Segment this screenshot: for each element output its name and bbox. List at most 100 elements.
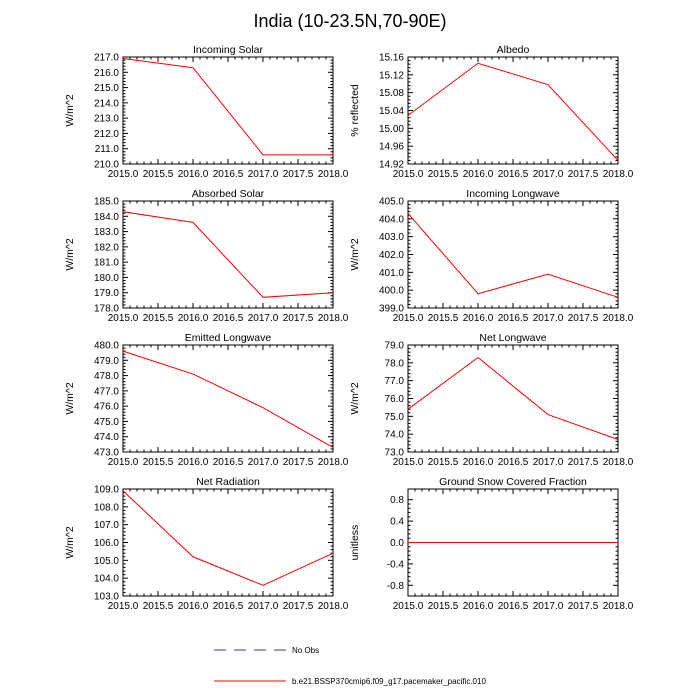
panel-6-ytick-label: 78.0 [385,358,405,369]
panel-7-xtick-label: 2017.5 [283,601,314,612]
panel-4-ytick-label: 405.0 [379,197,404,208]
panel-8-ytick-label: -0.4 [387,559,405,570]
panel-4-series-line [407,213,619,298]
panel-6-series-line [407,356,619,440]
figure-title: India (10-23.5N,70-90E) [253,11,446,31]
panel-2-ytick-label: 15.08 [379,88,404,99]
panel-4-ylabel: W/m^2 [349,238,361,271]
panel-4-xtick-label: 2016.5 [498,313,529,324]
panel-6-xtick-label: 2017.0 [533,457,564,468]
panel-2-series-line [407,62,619,161]
legend-model-label: b.e21.BSSP370cmip6.f09_g17.pacemaker_pac… [292,677,486,686]
panel-4-ytick-label: 402.0 [379,250,404,261]
panel-7-ytick-label: 107.0 [94,520,119,531]
panel-8-title: Ground Snow Covered Fraction [439,476,587,488]
panel-5-ytick-label: 476.0 [94,402,119,413]
panel-8-xtick-label: 2018.0 [603,601,634,612]
panel-3-ytick-label: 181.0 [94,258,119,269]
panel-2-ytick-label: 15.00 [379,124,404,135]
panel-5-ylabel: W/m^2 [64,382,76,415]
panel-2: Albedo % reflected 2015.0 2015.5 2016.0 2016.… [349,44,634,180]
panel-7-xtick-label: 2015.5 [143,601,174,612]
panel-2-ylabel: % reflected [349,84,361,137]
panel-5-xtick-label: 2016.0 [178,457,209,468]
panel-4-ytick-label: 400.0 [379,286,404,297]
panel-8-xtick-label: 2016.0 [463,601,494,612]
panel-7: Net Radiation W/m^2 2015.0 2015.5 2016.0 2016… [64,476,349,612]
panel-1-ytick-label: 216.0 [94,68,119,79]
panel-4-xtick-label: 2015.5 [428,313,459,324]
panel-8-xtick-label: 2017.0 [533,601,564,612]
panel-3-ytick-label: 182.0 [94,242,119,253]
panel-7-xtick-label: 2017.0 [248,601,279,612]
panel-1-ytick-label: 210.0 [94,160,119,171]
panel-5-ytick-label: 479.0 [94,356,119,367]
panel-1: Incoming Solar W/m^2 2015.0 2015.5 2016.0 201… [64,44,349,180]
panel-6-xtick-label: 2017.5 [568,457,599,468]
panel-4-xtick-label: 2017.5 [568,313,599,324]
panel-1-xtick-label: 2015.5 [143,169,174,180]
panel-5-ytick-label: 475.0 [94,417,119,428]
panel-5-ytick-label: 477.0 [94,386,119,397]
panel-5-xtick-label: 2015.0 [108,457,139,468]
panel-6: Net Longwave W/m^2 2015.0 2015.5 2016.0 2016.… [349,332,634,468]
panel-4-xtick-label: 2018.0 [603,313,634,324]
panel-6-xtick-label: 2018.0 [603,457,634,468]
panel-1-series-line [122,58,333,156]
panel-4-ytick-label: 403.0 [379,232,404,243]
panel-7-xtick-label: 2018.0 [318,601,349,612]
panel-3-xtick-label: 2017.0 [248,313,279,324]
panel-6-xtick-label: 2016.0 [463,457,494,468]
panel-4-ytick-label: 399.0 [379,304,404,315]
panel-1-xtick-label: 2017.5 [283,169,314,180]
panel-5-xtick-label: 2017.0 [248,457,279,468]
panel-3-ylabel: W/m^2 [64,238,76,271]
panel-4-xtick-label: 2017.0 [533,313,564,324]
panel-2-title: Albedo [497,44,530,56]
panel-2-xtick-label: 2015.5 [428,169,459,180]
panel-4-frame [407,200,619,309]
panel-1-ytick-label: 212.0 [94,129,119,140]
panel-1-xtick-label: 2016.0 [178,169,209,180]
panel-3-series-line [122,211,334,298]
panel-7-xtick-label: 2016.5 [213,601,244,612]
panel-5-ytick-label: 478.0 [94,371,119,382]
panel-5: Emitted Longwave W/m^2 2015.0 2015.5 2016.0 2… [64,332,349,468]
panel-8-ytick-label: 0.8 [390,495,404,506]
panel-3-ytick-label: 183.0 [94,227,119,238]
panel-3-ytick-label: 178.0 [94,304,119,315]
panel-5-series-line [122,350,334,448]
panel-7-title: Net Radiation [196,476,260,488]
panel-6-ytick-label: 76.0 [385,394,405,405]
panel-6-frame [407,344,619,453]
panel-7-xtick-label: 2015.0 [108,601,139,612]
panel-1-title: Incoming Solar [193,44,264,56]
panel-3-ytick-label: 185.0 [94,197,119,208]
panel-8-ylabel: unitless [349,525,361,561]
panel-7-series-line [122,490,334,586]
panel-3-ytick-label: 184.0 [94,212,119,223]
panel-6-title: Net Longwave [479,332,546,344]
panel-3-title: Absorbed Solar [192,188,265,200]
panels: Incoming Solar W/m^2 2015.0 2015.5 2016.0 201… [64,44,634,612]
panel-8-xtick-label: 2015.5 [428,601,459,612]
panel-8-xtick-label: 2017.5 [568,601,599,612]
panel-1-ytick-label: 214.0 [94,98,119,109]
panel-5-xtick-label: 2017.5 [283,457,314,468]
panel-3-frame [122,200,334,309]
panel-4-ytick-label: 404.0 [379,214,404,225]
panel-8-ytick-label: 0.4 [390,517,404,528]
panel-2-xtick-label: 2017.0 [533,169,564,180]
panel-2-ytick-label: 15.04 [379,106,404,117]
panel-7-ytick-label: 103.0 [94,592,119,603]
panel-7-ytick-label: 104.0 [94,574,119,585]
panel-7-ytick-label: 105.0 [94,556,119,567]
panel-8-xtick-label: 2015.0 [393,601,424,612]
panel-7-ytick-label: 106.0 [94,538,119,549]
panel-7-frame [122,488,334,597]
panel-4-title: Incoming Longwave [466,188,560,200]
panel-2-ytick-label: 15.16 [379,53,404,64]
panel-6-ytick-label: 74.0 [385,430,405,441]
panel-4: Incoming Longwave W/m^2 2015.0 2015.5 2016.0… [349,188,634,324]
